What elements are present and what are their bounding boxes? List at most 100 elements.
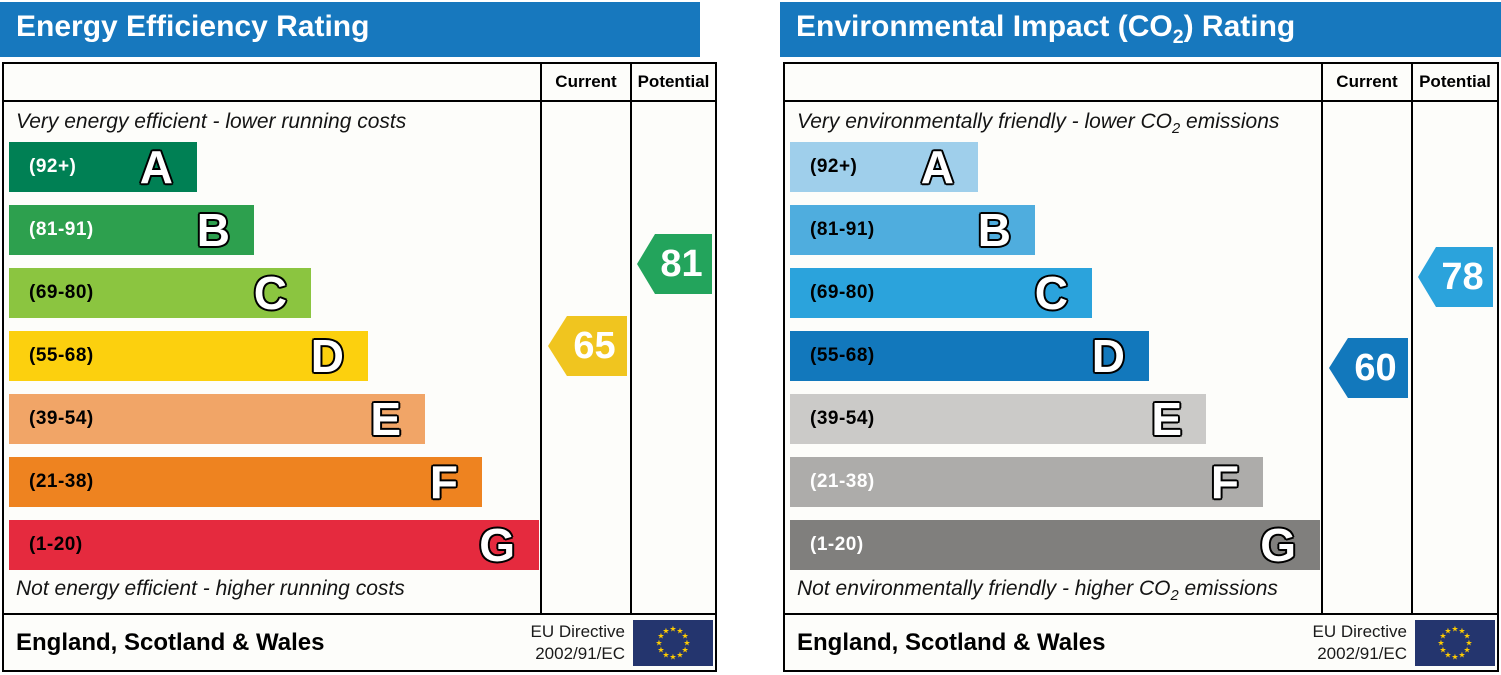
top-note: Very environmentally friendly - lower CO… bbox=[797, 110, 1280, 138]
rating-bands: (92+) A (81-91) B (69-80) C (55-68) D (39-54) E (2… bbox=[9, 142, 540, 583]
potential-rating-arrow: 81 bbox=[637, 234, 712, 294]
band-range-label: (39-54) bbox=[810, 408, 875, 429]
table-footer-row: England, Scotland & Wales EU Directive 20… bbox=[785, 615, 1497, 670]
svg-text:★: ★ bbox=[1444, 626, 1451, 635]
band-b: (81-91) B bbox=[9, 205, 254, 255]
energy-efficiency-panel: Energy Efficiency Rating Current Potenti… bbox=[0, 0, 718, 675]
band-f: (21-38) F bbox=[9, 457, 482, 507]
region-label: England, Scotland & Wales bbox=[797, 628, 1106, 656]
band-letter: D bbox=[1091, 330, 1125, 382]
band-a: (92+) A bbox=[790, 142, 978, 192]
panel-title: Energy Efficiency Rating bbox=[16, 10, 370, 43]
svg-text:★: ★ bbox=[676, 650, 683, 659]
band-f: (21-38) F bbox=[790, 457, 1263, 507]
band-letter: F bbox=[429, 456, 458, 508]
svg-text:★: ★ bbox=[1439, 645, 1446, 654]
current-rating-value: 65 bbox=[573, 324, 616, 367]
band-range-label: (81-91) bbox=[29, 219, 94, 240]
svg-text:★: ★ bbox=[1464, 631, 1471, 640]
current-column-header: Current bbox=[540, 64, 630, 100]
band-range-label: (1-20) bbox=[810, 534, 864, 555]
svg-text:★: ★ bbox=[655, 638, 662, 647]
svg-text:★: ★ bbox=[662, 650, 669, 659]
svg-text:★: ★ bbox=[682, 645, 689, 654]
svg-text:★: ★ bbox=[657, 645, 664, 654]
eu-directive-label: EU Directive 2002/91/EC bbox=[1312, 622, 1407, 663]
environmental-impact-title-bar: Environmental Impact (CO2) Rating bbox=[780, 2, 1501, 57]
table-header-row: Current Potential bbox=[4, 64, 715, 102]
svg-text:★: ★ bbox=[1458, 626, 1465, 635]
svg-text:★: ★ bbox=[657, 631, 664, 640]
potential-column-header: Potential bbox=[1411, 64, 1497, 100]
band-c: (69-80) C bbox=[790, 268, 1092, 318]
band-e: (39-54) E bbox=[790, 394, 1206, 444]
potential-column-header: Potential bbox=[630, 64, 715, 100]
band-g: (1-20) G bbox=[790, 520, 1320, 570]
panel-title: Environmental Impact (CO2) Rating bbox=[796, 10, 1296, 48]
table-body-row: Very environmentally friendly - lower CO… bbox=[785, 102, 1497, 615]
current-value-cell: 65 bbox=[540, 102, 630, 613]
band-b: (81-91) B bbox=[790, 205, 1035, 255]
potential-value-cell: 81 bbox=[630, 102, 715, 613]
eu-flag-icon: ★ ★★★★★★★★★★★ bbox=[633, 619, 713, 666]
band-range-label: (55-68) bbox=[810, 345, 875, 366]
table-body-row: Very energy efficient - lower running co… bbox=[4, 102, 715, 615]
band-letter: G bbox=[479, 519, 515, 571]
bands-cell: Very environmentally friendly - lower CO… bbox=[785, 102, 1321, 613]
bottom-note: Not energy efficient - higher running co… bbox=[16, 576, 405, 600]
rating-bands: (92+) A (81-91) B (69-80) C (55-68) D (39-54) E (2… bbox=[790, 142, 1321, 583]
band-letter: C bbox=[1034, 267, 1068, 319]
svg-text:★: ★ bbox=[683, 638, 690, 647]
table-footer-row: England, Scotland & Wales EU Directive 20… bbox=[4, 615, 715, 670]
band-letter: B bbox=[196, 204, 230, 256]
band-range-label: (92+) bbox=[29, 156, 77, 177]
band-e: (39-54) E bbox=[9, 394, 425, 444]
band-letter: D bbox=[310, 330, 344, 382]
top-note: Very energy efficient - lower running co… bbox=[16, 110, 407, 133]
current-value-cell: 60 bbox=[1321, 102, 1411, 613]
band-letter: B bbox=[977, 204, 1011, 256]
svg-text:★: ★ bbox=[662, 626, 669, 635]
bands-header-cell bbox=[785, 64, 1321, 100]
potential-rating-value: 78 bbox=[1441, 255, 1484, 298]
band-letter: C bbox=[253, 267, 287, 319]
band-d: (55-68) D bbox=[9, 331, 368, 381]
bottom-note: Not environmentally friendly - higher CO… bbox=[797, 576, 1278, 604]
band-c: (69-80) C bbox=[9, 268, 311, 318]
eu-flag-icon: ★ ★★★★★★★★★★★ bbox=[1415, 619, 1495, 666]
rating-table: Current Potential Very environmentally f… bbox=[783, 62, 1499, 672]
svg-text:★: ★ bbox=[1444, 650, 1451, 659]
svg-text:★: ★ bbox=[682, 631, 689, 640]
potential-rating-arrow: 78 bbox=[1418, 247, 1493, 307]
bands-cell: Very energy efficient - lower running co… bbox=[4, 102, 540, 613]
band-range-label: (69-80) bbox=[29, 282, 94, 303]
band-letter: E bbox=[1151, 393, 1182, 445]
svg-text:★: ★ bbox=[676, 626, 683, 635]
svg-text:★: ★ bbox=[1464, 645, 1471, 654]
band-range-label: (81-91) bbox=[810, 219, 875, 240]
svg-text:★: ★ bbox=[1451, 652, 1458, 661]
svg-text:★: ★ bbox=[669, 652, 676, 661]
band-range-label: (1-20) bbox=[29, 534, 83, 555]
bands-header-cell bbox=[4, 64, 540, 100]
svg-text:★: ★ bbox=[1437, 638, 1444, 647]
eu-directive-label: EU Directive 2002/91/EC bbox=[530, 622, 625, 663]
current-rating-arrow: 65 bbox=[548, 316, 627, 376]
band-letter: A bbox=[920, 141, 954, 193]
rating-table: Current Potential Very energy efficient … bbox=[2, 62, 717, 672]
svg-text:★: ★ bbox=[1458, 650, 1465, 659]
band-range-label: (69-80) bbox=[810, 282, 875, 303]
band-letter: G bbox=[1260, 519, 1296, 571]
band-range-label: (21-38) bbox=[810, 471, 875, 492]
current-column-header: Current bbox=[1321, 64, 1411, 100]
band-letter: F bbox=[1210, 456, 1239, 508]
band-range-label: (21-38) bbox=[29, 471, 94, 492]
band-letter: A bbox=[139, 141, 173, 193]
svg-text:★: ★ bbox=[1465, 638, 1472, 647]
environmental-impact-panel: Environmental Impact (CO2) Rating Curren… bbox=[780, 0, 1501, 675]
band-d: (55-68) D bbox=[790, 331, 1149, 381]
region-label: England, Scotland & Wales bbox=[16, 628, 325, 656]
band-range-label: (92+) bbox=[810, 156, 858, 177]
potential-rating-value: 81 bbox=[660, 242, 703, 285]
